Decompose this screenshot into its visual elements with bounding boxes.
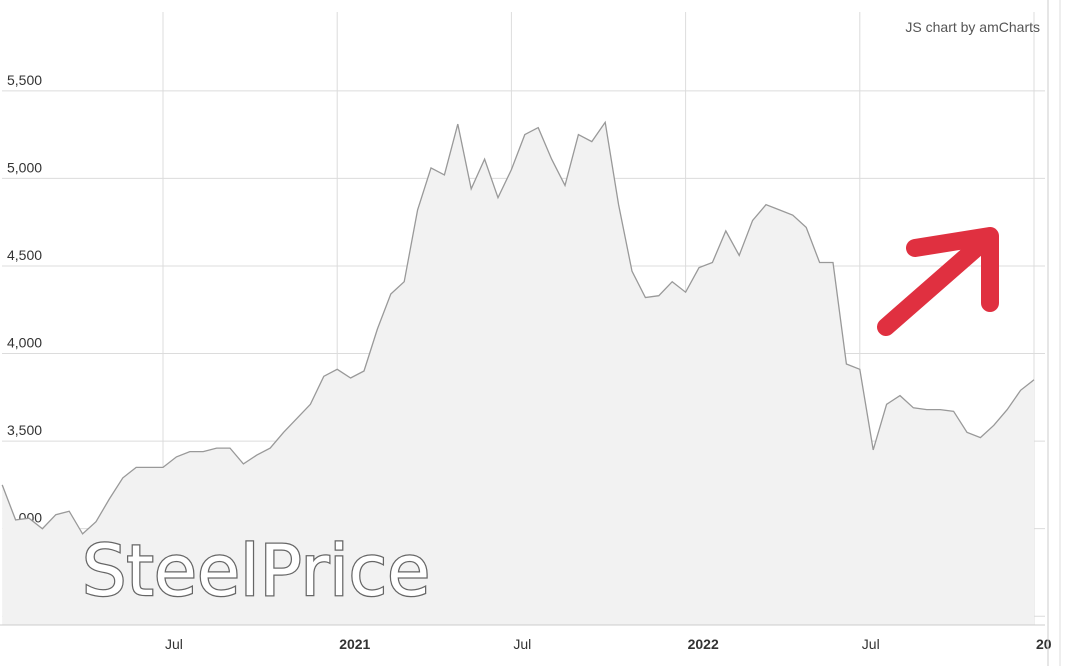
x-tick-label: 2022 (688, 636, 719, 652)
x-tick-label: Jul (165, 636, 183, 652)
x-tick-label: 2021 (339, 636, 370, 652)
y-tick-label: 5,500 (7, 72, 42, 88)
plot-area: 2,5003,0003,5004,0004,5005,0005,500Jul20… (0, 12, 1052, 652)
y-tick-label: 3,500 (7, 422, 42, 438)
watermark: SteelPrice (82, 530, 430, 612)
red-arrow (877, 227, 999, 336)
y-tick-label: 4,000 (7, 335, 42, 351)
credit: JS chart by amCharts (905, 19, 1040, 35)
area (2, 122, 1035, 626)
y-tick-label: 5,000 (7, 159, 42, 175)
x-tick-label: Jul (513, 636, 531, 652)
y-tick-label: 4,500 (7, 247, 42, 263)
x-tick-label: 20 (1036, 636, 1052, 652)
x-tick-label: Jul (862, 636, 880, 652)
line (1, 120, 1035, 535)
